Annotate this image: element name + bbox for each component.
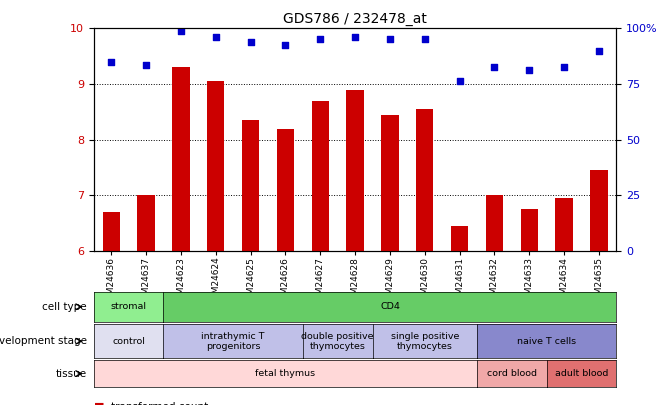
Bar (555, 198, 573, 251)
Point (524, 67, 535, 73)
Bar (416, 109, 433, 251)
Bar (103, 212, 120, 251)
Point (106, 58, 117, 65)
Text: CD4: CD4 (380, 302, 400, 311)
Bar (172, 67, 190, 251)
Text: tissue: tissue (56, 369, 87, 379)
Text: cord blood: cord blood (487, 369, 537, 378)
Bar (521, 209, 538, 251)
Bar (590, 171, 608, 251)
Bar (207, 81, 224, 251)
Point (559, 64, 570, 70)
Text: naive T cells: naive T cells (517, 337, 576, 346)
Point (210, 34, 221, 40)
Point (245, 39, 256, 45)
Point (419, 36, 430, 43)
Title: GDS786 / 232478_at: GDS786 / 232478_at (283, 12, 427, 26)
Text: stromal: stromal (111, 302, 147, 311)
Text: fetal thymus: fetal thymus (255, 369, 316, 378)
Text: adult blood: adult blood (555, 369, 608, 378)
Bar (312, 101, 329, 251)
Text: cell type: cell type (42, 302, 87, 312)
Bar (346, 90, 364, 251)
Bar (451, 226, 468, 251)
Point (176, 28, 186, 34)
Point (280, 42, 291, 48)
Text: transformed count: transformed count (111, 402, 208, 405)
Text: control: control (112, 337, 145, 346)
Point (385, 36, 395, 43)
Text: development stage: development stage (0, 336, 87, 346)
Text: ■: ■ (94, 402, 105, 405)
Bar (242, 120, 259, 251)
Text: intrathymic T
progenitors: intrathymic T progenitors (202, 332, 265, 351)
Bar (381, 115, 399, 251)
Text: single positive
thymocytes: single positive thymocytes (391, 332, 459, 351)
Bar (486, 196, 503, 251)
Point (454, 78, 465, 85)
Point (350, 34, 360, 40)
Bar (277, 129, 294, 251)
Text: double positive
thymocytes: double positive thymocytes (302, 332, 374, 351)
Point (141, 61, 151, 68)
Point (489, 64, 500, 70)
Point (594, 47, 604, 54)
Bar (137, 196, 155, 251)
Point (315, 36, 326, 43)
